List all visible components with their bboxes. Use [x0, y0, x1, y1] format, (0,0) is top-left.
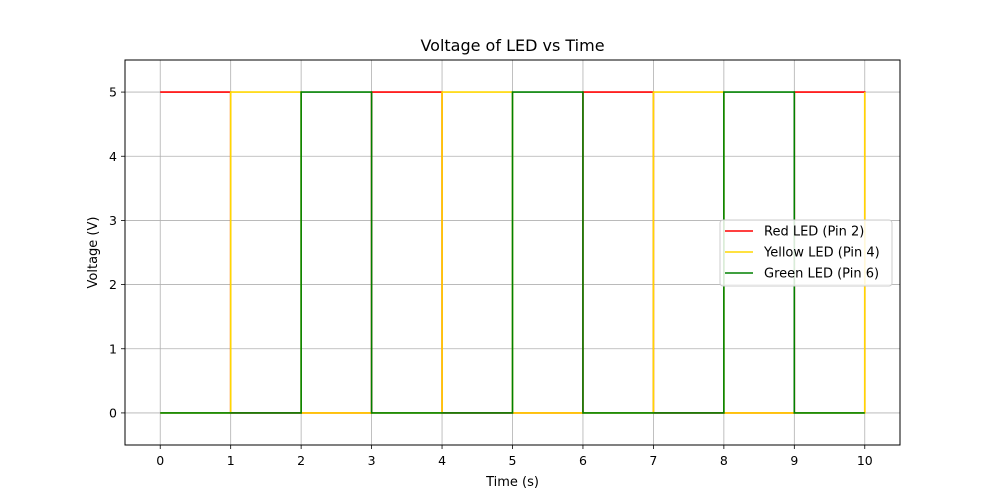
y-tick-label: 4: [109, 149, 117, 164]
x-tick-label: 0: [156, 453, 164, 468]
series-line-3: [160, 91, 865, 414]
x-axis-title: Time (s): [485, 475, 539, 490]
legend-label-3: Green LED (Pin 6): [764, 267, 879, 282]
x-tick-label: 3: [368, 453, 376, 468]
x-tick-label: 2: [297, 453, 305, 468]
y-tick-label: 3: [109, 213, 117, 228]
x-tick-label: 4: [438, 453, 446, 468]
y-axis-title: Voltage (V): [86, 217, 101, 289]
legend-label-2: Yellow LED (Pin 4): [763, 246, 880, 261]
x-tick-label: 6: [579, 453, 587, 468]
y-tick-label: 1: [109, 341, 117, 356]
y-tick-label: 5: [109, 85, 117, 100]
x-tick-label: 8: [720, 453, 728, 468]
legend-label-1: Red LED (Pin 2): [764, 225, 864, 240]
series-group: [160, 91, 866, 414]
chart-title: Voltage of LED vs Time: [420, 36, 604, 55]
x-tick-label: 9: [790, 453, 798, 468]
y-tick-label: 2: [109, 277, 117, 292]
y-tick-label: 0: [109, 405, 117, 420]
legend: Red LED (Pin 2) Yellow LED (Pin 4) Green L…: [719, 219, 893, 287]
ticks: 0 1 2 3 4 5 6 7 8 9 10 0 1 2 3 4 5: [109, 85, 873, 468]
x-tick-label: 10: [857, 453, 873, 468]
x-tick-label: 7: [649, 453, 657, 468]
legend-box: [719, 219, 893, 287]
x-tick-label: 5: [509, 453, 517, 468]
x-tick-label: 1: [227, 453, 235, 468]
